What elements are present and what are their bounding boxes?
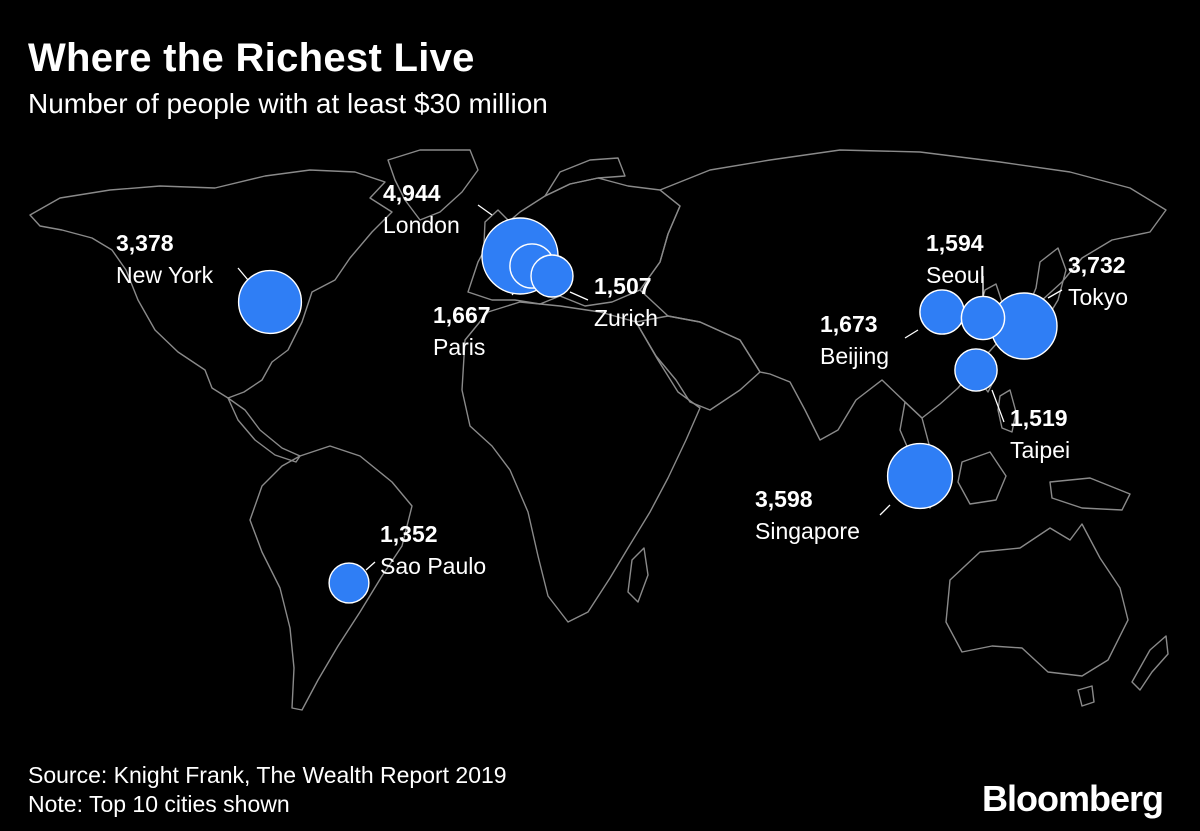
city-label-beijing: Beijing [820,343,889,369]
south-america-outline [249,445,413,711]
bubble-beijing [919,289,965,335]
value-label-london: 4,944 [383,180,441,206]
leader-london [477,204,493,216]
borneo-outline [957,451,1007,505]
bubble-taipei [954,348,998,392]
value-label-tokyo: 3,732 [1068,252,1126,278]
tasmania-outline [1077,685,1095,707]
city-label-seoul: Seoul [926,262,985,288]
value-label-sao-paulo: 1,352 [380,521,438,547]
leader-zurich [569,291,589,301]
africa-outline [461,301,701,623]
leader-new-york [237,267,249,281]
asia-outline [639,149,1167,441]
city-label-new-york: New York [116,262,214,288]
new-zealand-outline [1131,635,1169,691]
leader-sao-paulo [365,561,376,571]
leader-taipei [991,389,1005,423]
leader-tokyo [1047,289,1063,299]
city-labels: 4,944 London 3,732 Tokyo 3,598 Singapore 3,378… [116,180,1128,579]
new-guinea-outline [1049,477,1131,511]
city-bubbles [237,217,1058,604]
city-label-london: London [383,212,460,238]
australia-outline [945,523,1129,677]
value-label-new-york: 3,378 [116,230,174,256]
map-subtitle: Number of people with at least $30 milli… [28,88,548,119]
map-title: Where the Richest Live [28,36,475,80]
madagascar-outline [627,547,649,603]
north-america-outline [29,169,393,399]
city-label-tokyo: Tokyo [1068,284,1128,310]
philippines-outline [997,389,1017,433]
bubble-seoul [960,295,1006,341]
label-leader-lines [237,204,1063,571]
city-label-taipei: Taipei [1010,437,1070,463]
value-label-paris: 1,667 [433,302,491,328]
city-label-zurich: Zurich [594,305,658,331]
leader-singapore [879,504,891,516]
greenland-outline [387,149,479,221]
central-america-outline [227,397,301,463]
city-label-paris: Paris [433,334,485,360]
city-label-singapore: Singapore [755,518,860,544]
value-label-seoul: 1,594 [926,230,984,256]
leader-beijing [904,329,919,339]
value-label-zurich: 1,507 [594,273,652,299]
footnote: Note: Top 10 cities shown [28,791,290,817]
bubble-sao-paulo [328,562,370,604]
bloomberg-logo: Bloomberg [982,778,1164,819]
source-note: Source: Knight Frank, The Wealth Report … [28,762,507,788]
continent-outlines [29,149,1169,711]
scandinavia-outline [544,157,626,197]
value-label-singapore: 3,598 [755,486,813,512]
value-label-taipei: 1,519 [1010,405,1068,431]
bubble-new-york [237,269,303,335]
value-label-beijing: 1,673 [820,311,878,337]
city-label-sao-paulo: Sao Paulo [380,553,486,579]
bubble-singapore [886,442,954,510]
bubble-zurich [530,254,574,298]
